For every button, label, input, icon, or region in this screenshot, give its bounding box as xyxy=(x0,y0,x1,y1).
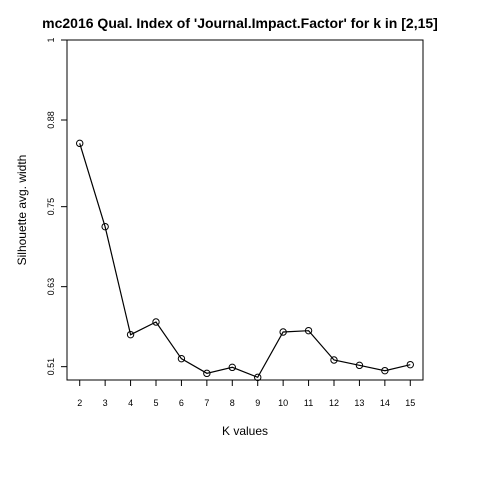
y-tick-label: 0.88 xyxy=(46,111,56,129)
x-tick-label: 9 xyxy=(255,398,260,408)
x-tick-label: 8 xyxy=(230,398,235,408)
x-tick-label: 2 xyxy=(77,398,82,408)
x-tick-label: 4 xyxy=(128,398,133,408)
x-tick-label: 11 xyxy=(304,398,313,408)
y-tick-label: 1 xyxy=(46,37,56,42)
x-tick-label: 14 xyxy=(380,398,390,408)
plot-frame xyxy=(67,40,423,380)
x-tick-label: 6 xyxy=(179,398,184,408)
x-tick-label: 10 xyxy=(278,398,288,408)
x-tick-label: 7 xyxy=(204,398,209,408)
chart-title: mc2016 Qual. Index of 'Journal.Impact.Fa… xyxy=(42,15,438,31)
y-axis: 0.51 0.63 0.75 0.88 1 xyxy=(46,37,67,375)
x-tick-label: 5 xyxy=(153,398,158,408)
y-tick-label: 0.63 xyxy=(46,278,56,296)
x-axis-label: K values xyxy=(222,424,268,438)
data-points xyxy=(77,140,414,380)
x-axis: 2 3 4 5 6 7 8 9 10 11 12 13 14 15 xyxy=(77,380,415,408)
y-tick-label: 0.51 xyxy=(46,358,56,376)
y-axis-label: Silhouette avg. width xyxy=(15,155,29,266)
x-tick-label: 3 xyxy=(103,398,108,408)
y-tick-label: 0.75 xyxy=(46,198,56,216)
x-tick-label: 12 xyxy=(329,398,339,408)
series-line xyxy=(80,143,411,377)
x-tick-label: 15 xyxy=(405,398,415,408)
x-tick-label: 13 xyxy=(354,398,364,408)
